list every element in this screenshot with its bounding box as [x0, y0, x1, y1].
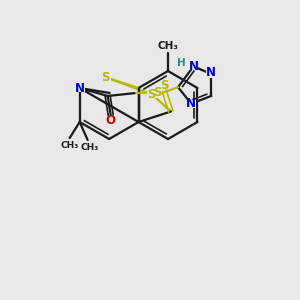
- Text: CH₃: CH₃: [158, 41, 178, 51]
- Text: N: N: [188, 60, 199, 73]
- Bar: [101, 74, 111, 82]
- Text: S: S: [153, 86, 162, 100]
- Bar: [188, 62, 199, 70]
- Text: S: S: [147, 88, 155, 101]
- Bar: [65, 140, 75, 148]
- Text: N: N: [186, 97, 196, 110]
- Bar: [153, 89, 162, 97]
- Bar: [106, 116, 115, 124]
- Text: S: S: [101, 71, 110, 84]
- Text: CH₃: CH₃: [80, 142, 99, 152]
- Text: N: N: [75, 82, 85, 94]
- Bar: [206, 70, 216, 78]
- Text: N: N: [206, 67, 216, 80]
- Bar: [147, 91, 157, 98]
- Text: S: S: [160, 79, 168, 92]
- Bar: [85, 142, 95, 149]
- Bar: [75, 84, 85, 92]
- Text: H: H: [177, 58, 186, 68]
- Text: CH₃: CH₃: [61, 140, 79, 149]
- Bar: [186, 100, 196, 108]
- Text: O: O: [106, 115, 116, 128]
